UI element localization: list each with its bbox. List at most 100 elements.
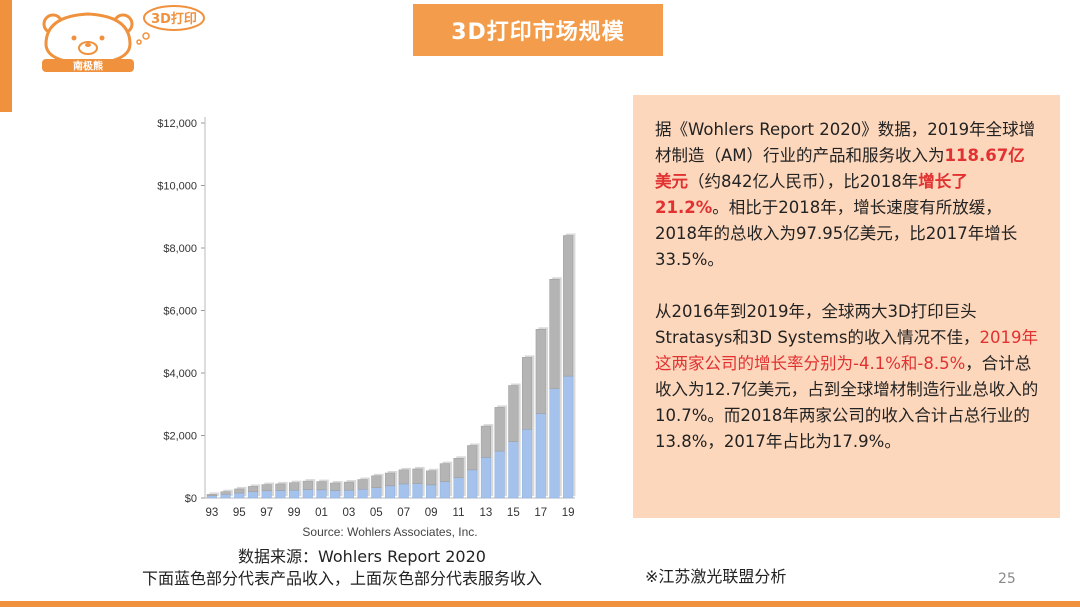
bar-segment-service xyxy=(357,479,368,490)
bar-segment-service xyxy=(343,481,354,491)
x-tick-label: 97 xyxy=(260,507,273,519)
bar-segment-product xyxy=(521,429,533,499)
bar-segment-product xyxy=(439,481,450,499)
bar-segment-service xyxy=(330,482,341,491)
bar-segment-service xyxy=(371,475,382,488)
bar-segment-service xyxy=(563,235,574,377)
bar-segment-product xyxy=(234,492,245,499)
bar-segment-product xyxy=(535,413,546,499)
bar-segment-product xyxy=(316,489,327,499)
page-number: 25 xyxy=(998,571,1016,587)
x-tick-label: 11 xyxy=(453,507,465,519)
bar-segment-service xyxy=(467,445,478,471)
bar-segment-product xyxy=(206,495,217,499)
bar-segment-service xyxy=(439,463,450,482)
p1-text-e: 。相比于2018年，增长速度有所放缓，2018年的总收入为97.95亿美元，比2… xyxy=(655,198,1018,269)
bar-shadow xyxy=(209,492,220,494)
bar-segment-product xyxy=(549,388,560,499)
bar-segment-service xyxy=(480,425,491,458)
bar-segment-service xyxy=(384,472,396,487)
p2-text-a: 从2016年到2019年，全球两大3D打印巨头Stratasys和3D Syst… xyxy=(655,302,980,347)
x-tick-label: 03 xyxy=(342,507,355,519)
bar-segment-service xyxy=(234,488,245,494)
left-accent-bar xyxy=(0,0,12,112)
bar-segment-product xyxy=(384,485,396,499)
x-tick-label: 99 xyxy=(288,507,301,519)
x-tick-label: 15 xyxy=(507,507,520,519)
bar-segment-service xyxy=(398,469,409,485)
bar-segment-service xyxy=(220,491,231,495)
bar-segment-product xyxy=(247,491,259,499)
bar-segment-product xyxy=(330,490,341,499)
bar-segment-service xyxy=(316,481,327,491)
bar-segment-product xyxy=(220,494,231,499)
bar-segment-product xyxy=(453,477,464,499)
bar-segment-product xyxy=(302,489,313,499)
x-tick-label: 17 xyxy=(534,507,547,519)
bar-segment-service xyxy=(521,357,533,430)
bar-segment-product xyxy=(275,490,286,499)
bar-segment-service xyxy=(549,279,560,389)
bar-shadow xyxy=(223,489,233,493)
bar-segment-product xyxy=(412,483,423,499)
bar-segment-service xyxy=(261,484,272,492)
p1-highlight-growth: 增长了21.2% xyxy=(655,172,968,217)
bar-segment-service xyxy=(508,385,519,442)
x-tick-label: 09 xyxy=(425,507,438,519)
data-source: 数据来源：Wohlers Report 2020 xyxy=(238,547,486,566)
bar-segment-service xyxy=(453,458,464,478)
bottom-accent-bar xyxy=(0,601,1080,607)
y-tick-label: $8,000 xyxy=(163,243,197,255)
p2-highlight-rates: 2019年这两家公司的增长率分别为-4.1%和-8.5% xyxy=(655,328,1038,373)
page-title: 3D打印市场规模 xyxy=(413,4,663,56)
bar-segment-product xyxy=(343,489,354,499)
x-tick-label: 13 xyxy=(480,507,493,519)
bar-segment-product xyxy=(480,457,491,499)
y-tick-label: $0 xyxy=(185,493,197,505)
bar-segment-product xyxy=(261,490,272,499)
bar-segment-service xyxy=(275,483,286,491)
p1-text-a: 据《Wohlers Report 2020》数据，2019年全球增材制造（AM）… xyxy=(655,120,1036,165)
x-tick-label: 95 xyxy=(233,507,246,519)
bar-segment-service xyxy=(535,329,546,414)
bar-segment-product xyxy=(289,489,300,499)
chart-note: 下面蓝色部分代表产品收入，上面灰色部分代表服务收入 xyxy=(142,569,543,588)
y-tick-label: $12,000 xyxy=(157,118,197,130)
x-tick-label: 01 xyxy=(315,507,328,519)
bar-segment-service xyxy=(302,480,313,490)
x-tick-label: 05 xyxy=(370,507,383,519)
bar-segment-product xyxy=(508,441,519,499)
bar-segment-product xyxy=(467,469,478,499)
bar-segment-service xyxy=(206,494,217,497)
bar-segment-service xyxy=(412,468,423,484)
bar-segment-product xyxy=(494,450,505,499)
logo-name: 南极熊 xyxy=(73,60,103,73)
p2-text-c: ，合计总收入为12.7亿美元，占到全球增材制造行业总收入的10.7%。而2018… xyxy=(655,354,1039,451)
bar-segment-product xyxy=(426,484,437,499)
y-tick-label: $10,000 xyxy=(157,181,197,193)
bar-segment-service xyxy=(426,470,437,486)
p1-highlight-revenue: 118.67亿美元 xyxy=(655,146,1025,191)
text-panel: 据《Wohlers Report 2020》数据，2019年全球增材制造（AM）… xyxy=(633,95,1060,518)
paragraph-2: 从2016年到2019年，全球两大3D打印巨头Stratasys和3D Syst… xyxy=(655,299,1040,455)
x-tick-label: 07 xyxy=(397,507,410,519)
bar-segment-product xyxy=(398,483,409,499)
y-tick-label: $6,000 xyxy=(163,306,197,318)
p1-text-c: （约842亿人民币），比2018年 xyxy=(688,172,919,191)
x-tick-label: 93 xyxy=(205,507,218,519)
bar-segment-service xyxy=(494,407,505,452)
bar-segment-product xyxy=(357,489,368,499)
x-tick-label: 19 xyxy=(562,507,575,519)
paragraph-1: 据《Wohlers Report 2020》数据，2019年全球增材制造（AM）… xyxy=(655,117,1040,273)
chart-source-label: Source: Wohlers Associates, Inc. xyxy=(302,525,477,539)
bar-segment-service xyxy=(247,486,259,492)
bar-segment-service xyxy=(289,482,300,491)
analysis-credit: ※江苏激光联盟分析 xyxy=(645,567,787,586)
bar-segment-product xyxy=(371,487,382,499)
logo-badge: 3D打印 xyxy=(151,11,197,27)
bear-logo: 南极熊 3D打印 xyxy=(38,4,208,74)
revenue-bar-chart: $0 $2,000 $4,000 $6,000 $8,000 $10,000 $12,000… xyxy=(157,117,576,539)
y-tick-label: $4,000 xyxy=(163,368,197,380)
bar-segment-product xyxy=(563,375,574,499)
y-tick-label: $2,000 xyxy=(163,431,197,443)
